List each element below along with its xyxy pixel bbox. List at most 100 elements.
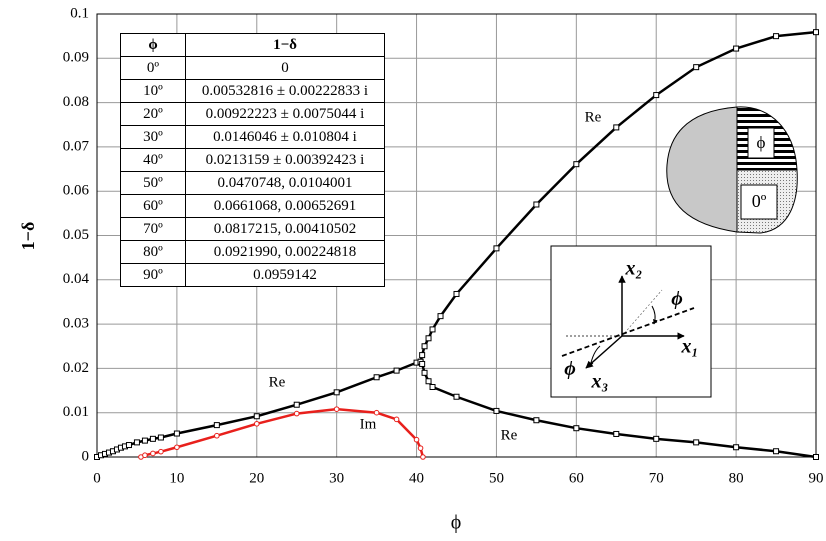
table-cell: 0 bbox=[186, 57, 385, 80]
point bbox=[159, 449, 164, 454]
y-tick-label: 0.1 bbox=[70, 5, 89, 21]
table-cell: 0.00532816 ± 0.00222833 i bbox=[186, 80, 385, 103]
x-tick-label: 30 bbox=[329, 470, 344, 486]
point bbox=[394, 417, 399, 422]
table-cell: 40º bbox=[121, 149, 186, 172]
point bbox=[143, 453, 148, 458]
point bbox=[454, 291, 459, 296]
point bbox=[126, 443, 131, 448]
point bbox=[151, 451, 156, 456]
point bbox=[334, 407, 339, 412]
x-tick-label: 40 bbox=[409, 470, 424, 486]
point bbox=[421, 455, 426, 460]
point bbox=[814, 455, 819, 460]
x-tick-label: 70 bbox=[649, 470, 664, 486]
table-row: 90º0.0959142 bbox=[121, 264, 385, 287]
point bbox=[694, 440, 699, 445]
point bbox=[374, 410, 379, 415]
table-cell: 90º bbox=[121, 264, 186, 287]
x-axis-label: ϕ bbox=[451, 512, 462, 534]
point bbox=[215, 433, 220, 438]
point bbox=[418, 446, 423, 451]
shape-inset: ϕ 0º bbox=[667, 107, 797, 233]
point bbox=[374, 375, 379, 380]
y-axis-label: 1−δ bbox=[18, 222, 38, 251]
point bbox=[150, 436, 155, 441]
table-row: 20º0.00922223 ± 0.0075044 i bbox=[121, 103, 385, 126]
table-cell: 50º bbox=[121, 172, 186, 195]
point bbox=[420, 361, 425, 366]
table-cell: 30º bbox=[121, 126, 186, 149]
axis-symbol: x₂ bbox=[625, 258, 643, 280]
point bbox=[734, 445, 739, 450]
point bbox=[814, 30, 819, 35]
header-cell: ϕ bbox=[121, 34, 186, 57]
table-cell: 0.0146046 ± 0.010804 i bbox=[186, 126, 385, 149]
point bbox=[430, 385, 435, 390]
axis-symbol: ϕ bbox=[671, 288, 683, 310]
axis-symbol: ϕ bbox=[564, 358, 576, 380]
header-cell: 1−δ bbox=[186, 34, 385, 57]
annotation: Im bbox=[360, 416, 377, 432]
point bbox=[134, 440, 139, 445]
point bbox=[694, 65, 699, 70]
point bbox=[426, 336, 431, 341]
table-cell: 60º bbox=[121, 195, 186, 218]
table-cell: 0.0921990, 0.00224818 bbox=[186, 241, 385, 264]
point bbox=[534, 418, 539, 423]
point bbox=[254, 421, 259, 426]
y-tick-label: 0.03 bbox=[63, 316, 89, 332]
table-cell: 0.0959142 bbox=[186, 264, 385, 287]
shape-label: 0º bbox=[752, 191, 767, 211]
x-tick-label: 60 bbox=[569, 470, 584, 486]
page: ϕ 1−δ 00.010.020.030.040.050.060.070.080… bbox=[0, 0, 826, 541]
point bbox=[294, 402, 299, 407]
point bbox=[438, 314, 443, 319]
point bbox=[142, 438, 147, 443]
point bbox=[494, 408, 499, 413]
table-cell: 0.0470748, 0.0104001 bbox=[186, 172, 385, 195]
table-cell: 10º bbox=[121, 80, 186, 103]
point bbox=[534, 202, 539, 207]
y-tick-label: 0.01 bbox=[63, 404, 89, 420]
x-tick-label: 50 bbox=[489, 470, 504, 486]
point bbox=[214, 423, 219, 428]
point bbox=[654, 436, 659, 441]
y-tick-label: 0.08 bbox=[63, 94, 89, 110]
point bbox=[430, 327, 435, 332]
x-tick-label: 0 bbox=[93, 470, 101, 486]
axis-symbol: x₁ bbox=[681, 336, 699, 358]
point bbox=[175, 445, 180, 450]
y-tick-label: 0.04 bbox=[63, 271, 90, 287]
point bbox=[158, 435, 163, 440]
annotation: Re bbox=[501, 427, 518, 443]
x-tick-label: 90 bbox=[809, 470, 824, 486]
table-cell: 0.00922223 ± 0.0075044 i bbox=[186, 103, 385, 126]
x-tick-label: 80 bbox=[729, 470, 744, 486]
annotation: Re bbox=[585, 109, 602, 125]
x-tick-label: 10 bbox=[169, 470, 184, 486]
shape-left bbox=[667, 107, 737, 232]
point bbox=[574, 162, 579, 167]
table-cell: 0.0213159 ± 0.00392423 i bbox=[186, 149, 385, 172]
point bbox=[614, 431, 619, 436]
point bbox=[334, 390, 339, 395]
axis-symbol: x₃ bbox=[591, 371, 609, 393]
point bbox=[420, 353, 425, 358]
shape-label: ϕ bbox=[757, 133, 766, 152]
table-row: 0º0 bbox=[121, 57, 385, 80]
y-tick-label: 0.06 bbox=[63, 183, 90, 199]
point bbox=[294, 411, 299, 416]
table-cell: 0.0817215, 0.00410502 bbox=[186, 218, 385, 241]
point bbox=[422, 344, 427, 349]
annotation: Re bbox=[269, 374, 286, 390]
point bbox=[774, 449, 779, 454]
